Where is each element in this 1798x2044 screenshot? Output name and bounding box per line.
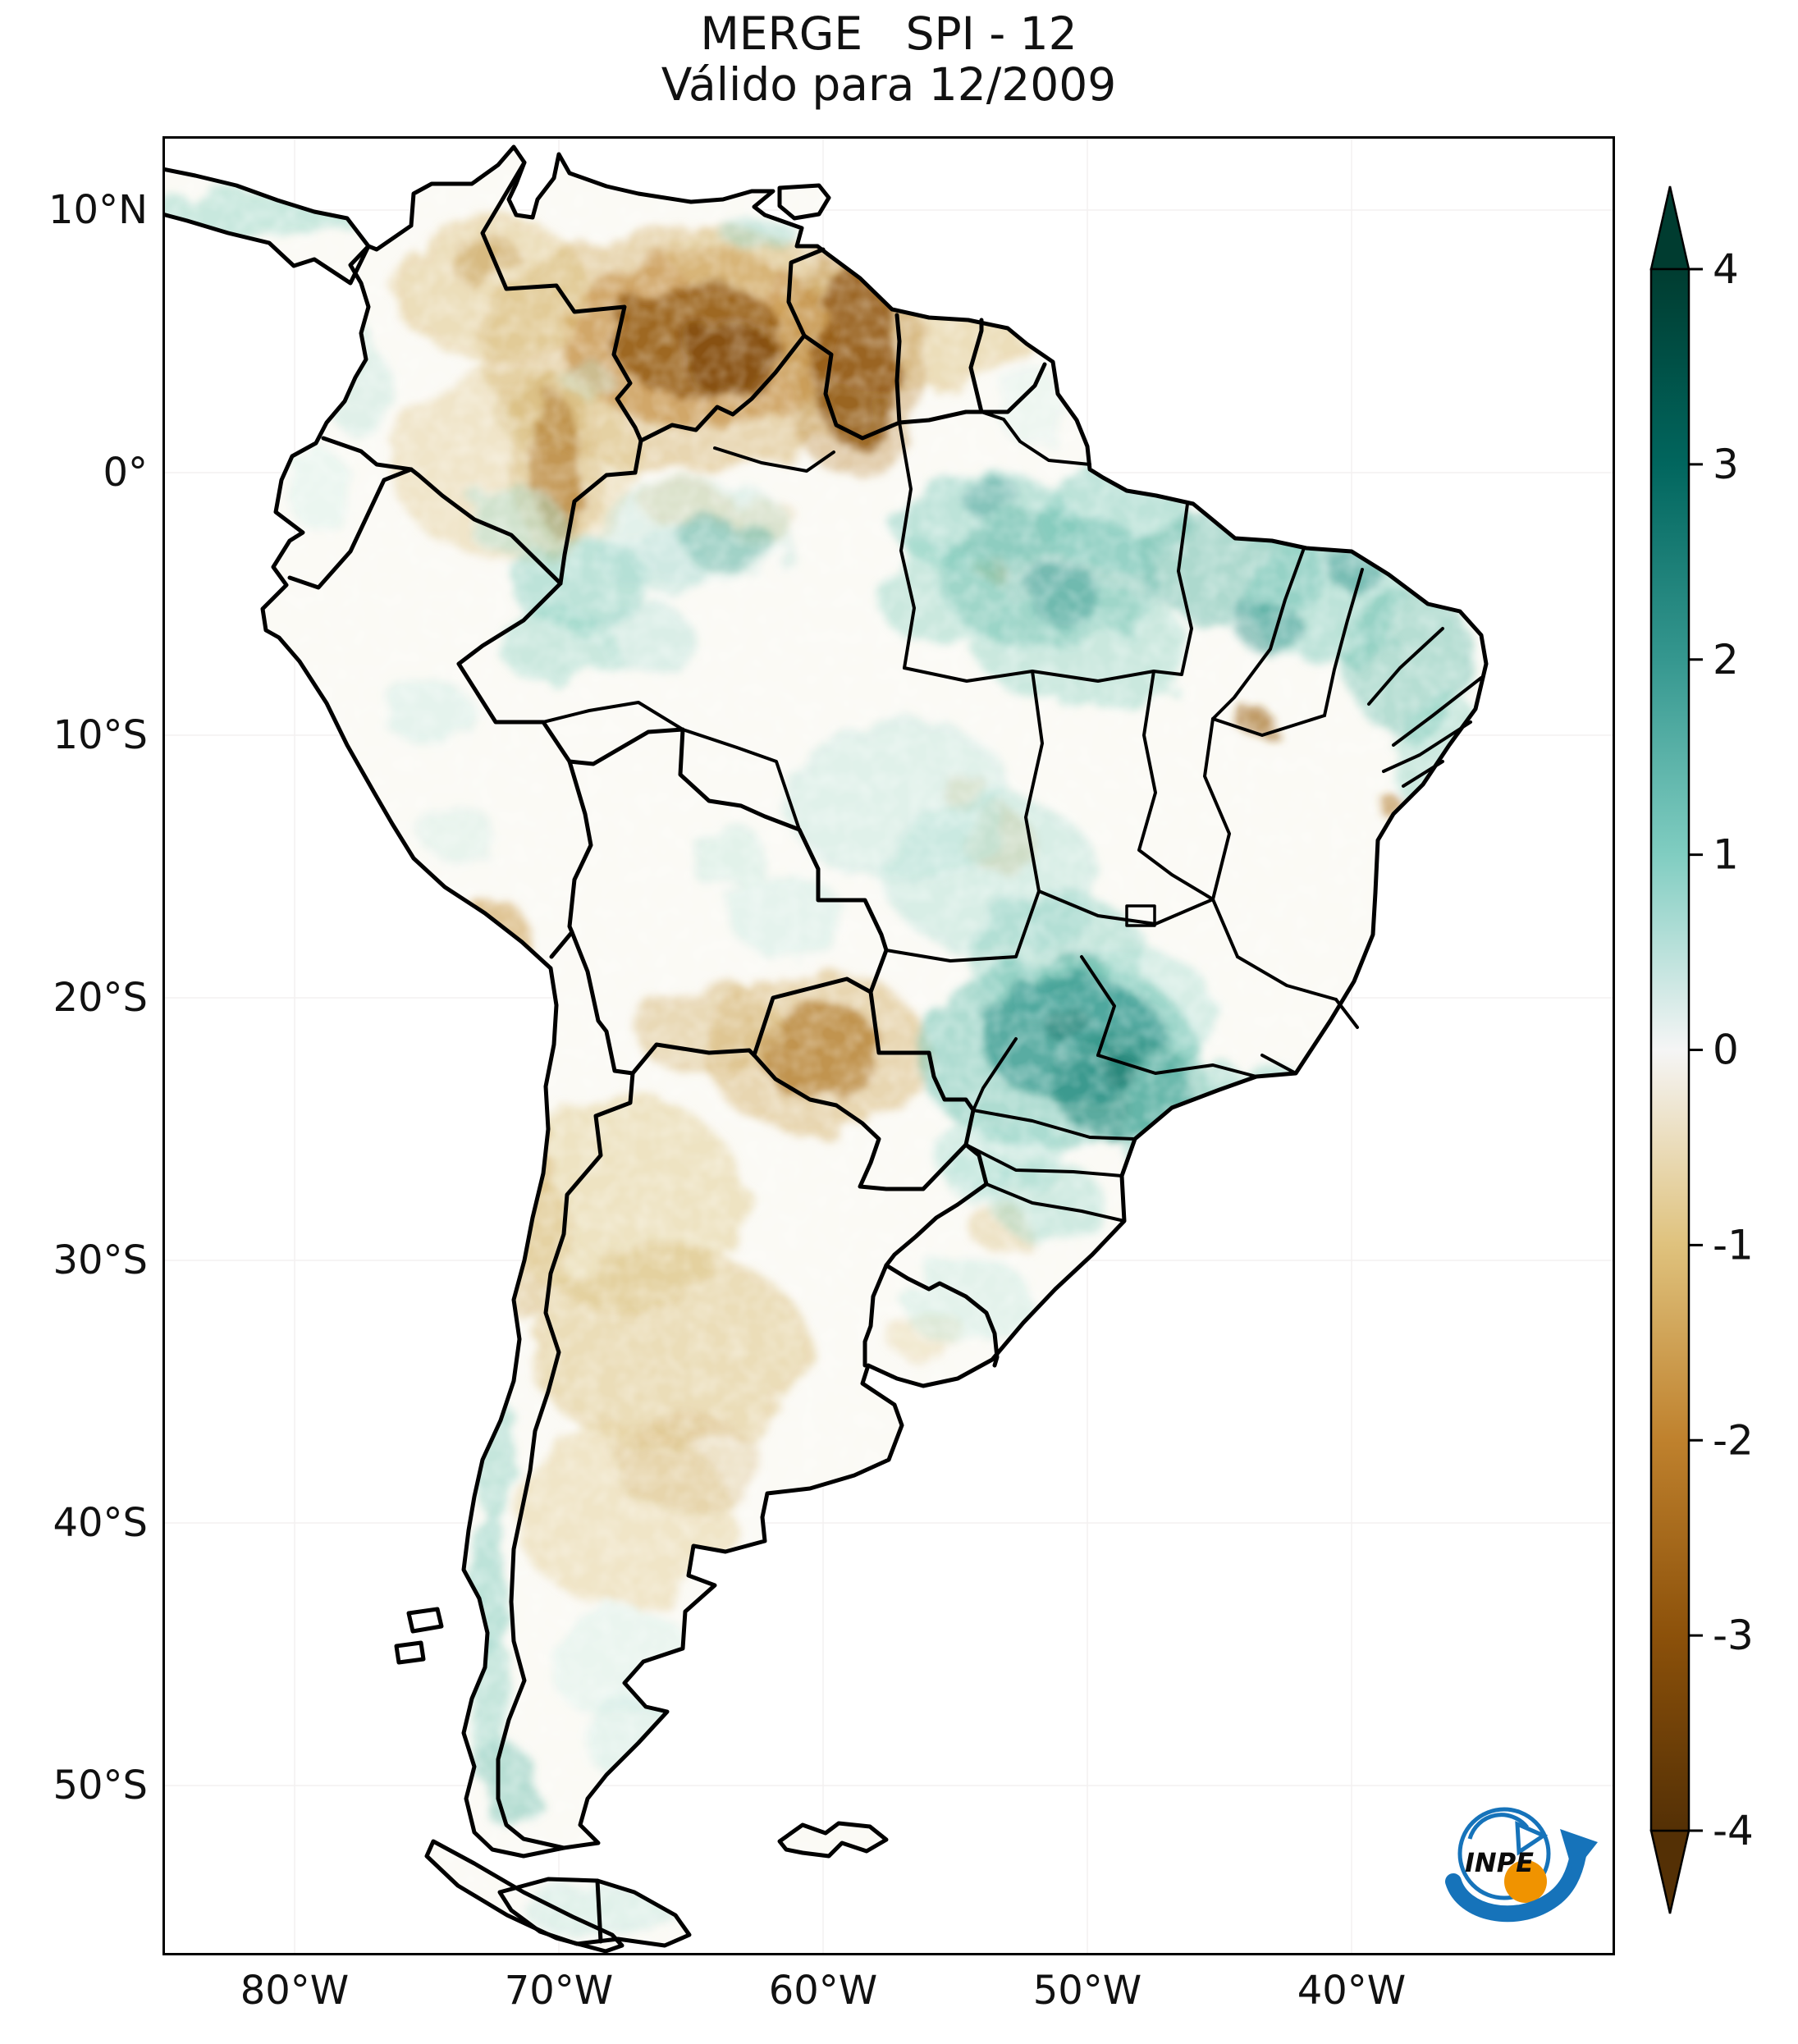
colorbar-tick-label: 0 (1713, 1027, 1739, 1074)
map-area: INPE (162, 136, 1615, 1955)
inpe-logo: INPE (1445, 1807, 1598, 1923)
lon-tick-label: 80°W (240, 1968, 350, 2014)
lon-tick-label: 70°W (504, 1968, 614, 2014)
logo-orange-dot (1504, 1860, 1547, 1903)
colorbar-extend-top (1649, 185, 1690, 271)
lon-tick-label: 50°W (1032, 1968, 1142, 2014)
colorbar-svg: 4 3 2 1 0 -1 -2 -3 -4 (1649, 185, 1754, 1914)
logo-up-arrow-icon (1560, 1829, 1598, 1873)
logo-spiral-arc (1467, 1813, 1529, 1840)
logo-swoosh (1445, 1847, 1586, 1923)
country-borders (287, 160, 1047, 1944)
lat-tick-label: 40°S (53, 1499, 148, 1546)
lon-tick-label: 60°W (768, 1968, 878, 2014)
colorbar-ticks: 4 3 2 1 0 -1 -2 -3 -4 (1689, 245, 1754, 1854)
chart-title: MERGE SPI - 12 (700, 7, 1077, 60)
colorbar-tick-label: -2 (1713, 1416, 1754, 1464)
chart-subtitle: Válido para 12/2009 (661, 58, 1117, 111)
colorbar-tick-label: 3 (1713, 441, 1739, 488)
colorbar-tick-label: -3 (1713, 1612, 1754, 1659)
colorbar: 4 3 2 1 0 -1 -2 -3 -4 (1637, 175, 1798, 1947)
lat-tick-label: 20°S (53, 974, 148, 1021)
lat-tick-label: 30°S (53, 1237, 148, 1283)
map-frame (162, 136, 1615, 1955)
title-block: MERGE SPI - 12 Válido para 12/2009 (162, 8, 1615, 110)
colorbar-tick-label: -4 (1713, 1807, 1754, 1854)
lat-tick-label: 0° (103, 449, 148, 496)
state-borders (542, 410, 1483, 1223)
lon-tick-label: 40°W (1297, 1968, 1407, 2014)
coastline (162, 144, 1489, 1954)
lat-tick-label: 10°S (53, 711, 148, 758)
lat-tick-label: 50°S (53, 1762, 148, 1809)
colorbar-tick-label: 2 (1713, 636, 1739, 684)
colorbar-tick-label: -1 (1713, 1221, 1754, 1269)
spi-field (162, 147, 1486, 1951)
logo-orbit-circle (1457, 1807, 1551, 1900)
colorbar-tick-label: 1 (1713, 831, 1739, 879)
logo-down-arrow-icon (1515, 1821, 1549, 1856)
lat-tick-label: 10°N (48, 186, 148, 233)
colorbar-extend-bottom (1649, 1829, 1690, 1914)
colorbar-tick-label: 4 (1713, 245, 1739, 293)
noise-texture (162, 147, 1486, 1951)
map-svg: INPE (162, 136, 1615, 1955)
colorbar-gradient-bar (1649, 268, 1690, 1832)
logo-text: INPE (1465, 1847, 1534, 1878)
